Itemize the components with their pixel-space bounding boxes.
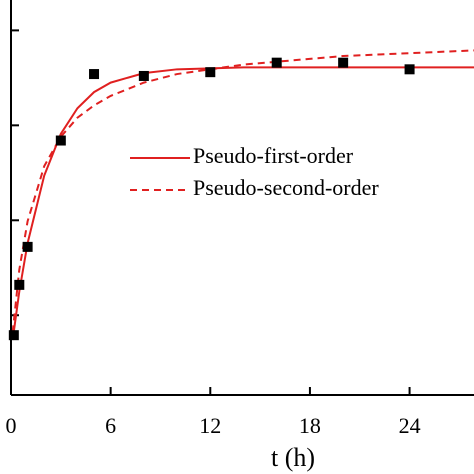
legend-label: Pseudo-second-order [193, 175, 379, 200]
data-point [55, 135, 66, 146]
data-point [14, 279, 25, 290]
data-point [338, 57, 349, 68]
data-point [271, 57, 282, 68]
x-tick-label: 0 [6, 413, 17, 438]
x-tick-label: 18 [299, 413, 321, 438]
data-point [22, 241, 33, 252]
fit-line [11, 49, 474, 333]
x-tick-label: 6 [105, 413, 116, 438]
x-axis-label: t (h) [271, 443, 315, 472]
x-tick-label: 24 [399, 413, 421, 438]
legend-label: Pseudo-first-order [193, 143, 354, 168]
data-point [404, 64, 415, 75]
data-point [89, 69, 100, 80]
x-tick-label: 12 [199, 413, 221, 438]
data-point [8, 330, 19, 341]
fit-line [11, 66, 474, 341]
data-point [138, 70, 149, 81]
data-point [205, 67, 216, 78]
